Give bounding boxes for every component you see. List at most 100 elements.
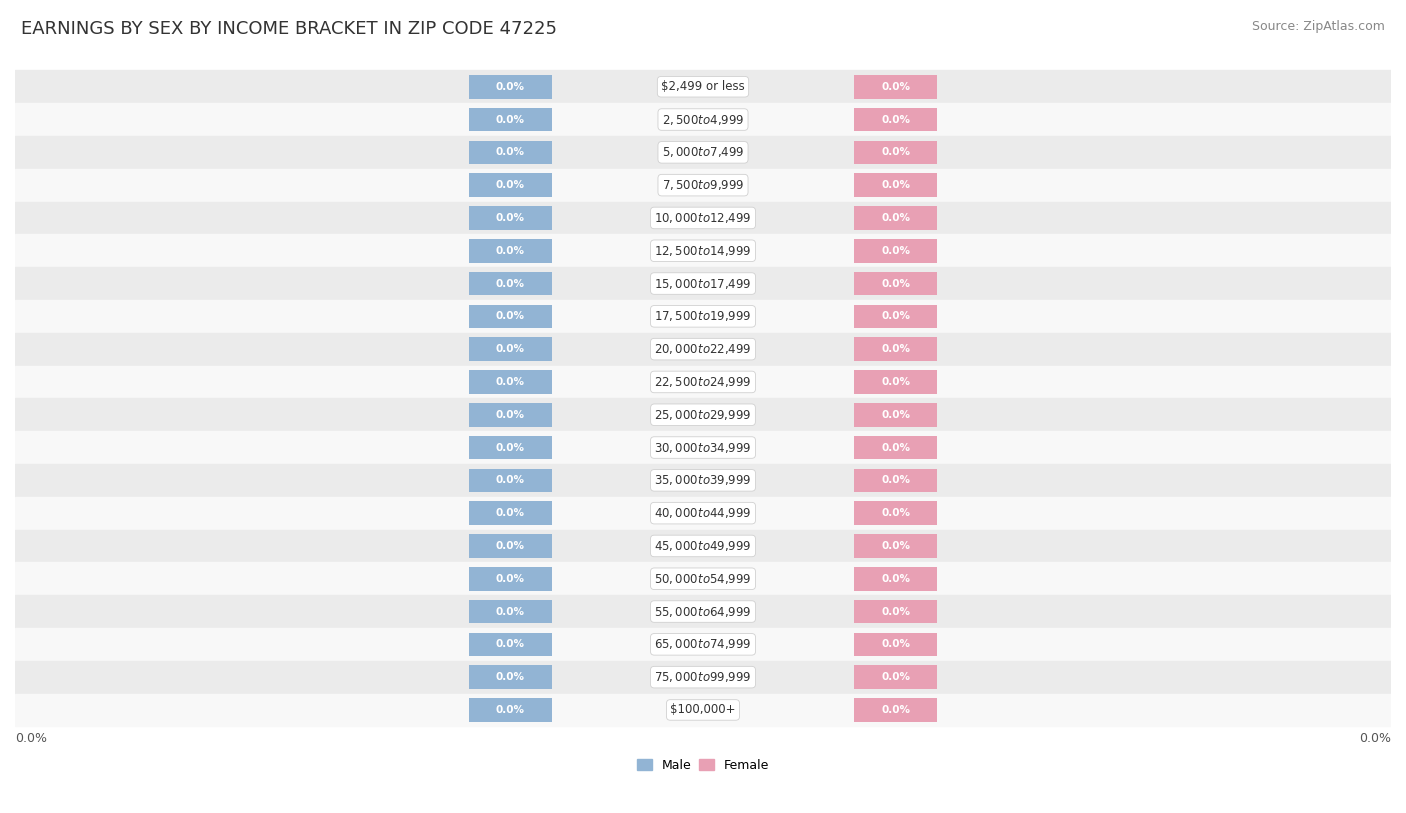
Bar (470, 370, 551, 393)
Bar (470, 207, 551, 230)
Bar (15, 431, 1391, 464)
Bar (15, 398, 1391, 431)
Text: $5,000 to $7,499: $5,000 to $7,499 (662, 146, 744, 159)
Text: 0.0%: 0.0% (496, 147, 524, 158)
Text: 0.0%: 0.0% (882, 147, 910, 158)
Bar (470, 567, 551, 590)
Text: 0.0%: 0.0% (882, 279, 910, 289)
Text: 0.0%: 0.0% (882, 410, 910, 420)
Text: $35,000 to $39,999: $35,000 to $39,999 (654, 473, 752, 487)
Bar (855, 305, 936, 328)
Bar (15, 693, 1391, 726)
Text: 0.0%: 0.0% (15, 733, 46, 746)
Text: 0.0%: 0.0% (882, 574, 910, 584)
Bar (470, 141, 551, 164)
Bar (15, 300, 1391, 333)
Text: 0.0%: 0.0% (882, 82, 910, 92)
Text: 0.0%: 0.0% (882, 344, 910, 354)
Bar (470, 436, 551, 459)
Bar (15, 464, 1391, 497)
Bar (855, 665, 936, 689)
Text: 0.0%: 0.0% (882, 180, 910, 190)
Text: $25,000 to $29,999: $25,000 to $29,999 (654, 408, 752, 422)
Text: $40,000 to $44,999: $40,000 to $44,999 (654, 506, 752, 520)
Text: 0.0%: 0.0% (882, 442, 910, 453)
Text: 0.0%: 0.0% (496, 311, 524, 321)
Bar (15, 267, 1391, 300)
Bar (855, 698, 936, 722)
Bar (855, 108, 936, 132)
Text: $2,500 to $4,999: $2,500 to $4,999 (662, 112, 744, 127)
Text: $15,000 to $17,499: $15,000 to $17,499 (654, 276, 752, 290)
Text: 0.0%: 0.0% (496, 606, 524, 616)
Text: 0.0%: 0.0% (882, 672, 910, 682)
Bar (15, 366, 1391, 398)
Text: 0.0%: 0.0% (496, 705, 524, 715)
Bar (15, 595, 1391, 628)
Text: 0.0%: 0.0% (882, 311, 910, 321)
Text: $75,000 to $99,999: $75,000 to $99,999 (654, 670, 752, 685)
Text: 0.0%: 0.0% (496, 639, 524, 650)
Bar (470, 698, 551, 722)
Bar (855, 567, 936, 590)
Bar (15, 628, 1391, 661)
Bar (470, 108, 551, 132)
Text: 0.0%: 0.0% (496, 476, 524, 485)
Text: $22,500 to $24,999: $22,500 to $24,999 (654, 375, 752, 389)
Text: $45,000 to $49,999: $45,000 to $49,999 (654, 539, 752, 553)
Text: $50,000 to $54,999: $50,000 to $54,999 (654, 572, 752, 585)
Text: 0.0%: 0.0% (882, 476, 910, 485)
Bar (15, 136, 1391, 169)
Bar (15, 497, 1391, 529)
Bar (470, 468, 551, 492)
Text: 0.0%: 0.0% (882, 508, 910, 518)
Bar (15, 71, 1391, 103)
Bar (15, 563, 1391, 595)
Text: 0.0%: 0.0% (496, 115, 524, 124)
Text: 0.0%: 0.0% (496, 344, 524, 354)
Bar (855, 173, 936, 197)
Bar (15, 234, 1391, 267)
Text: 0.0%: 0.0% (496, 180, 524, 190)
Bar (855, 403, 936, 427)
Text: 0.0%: 0.0% (1360, 733, 1391, 746)
Bar (15, 529, 1391, 563)
Bar (855, 207, 936, 230)
Bar (15, 202, 1391, 234)
Bar (470, 403, 551, 427)
Text: $17,500 to $19,999: $17,500 to $19,999 (654, 309, 752, 324)
Text: 0.0%: 0.0% (882, 377, 910, 387)
Bar (470, 600, 551, 624)
Text: 0.0%: 0.0% (882, 606, 910, 616)
Text: 0.0%: 0.0% (496, 213, 524, 223)
Bar (855, 272, 936, 295)
Bar (855, 534, 936, 558)
Legend: Male, Female: Male, Female (631, 754, 775, 777)
Bar (855, 370, 936, 393)
Text: 0.0%: 0.0% (496, 246, 524, 256)
Text: $100,000+: $100,000+ (671, 703, 735, 716)
Text: 0.0%: 0.0% (882, 246, 910, 256)
Bar (855, 468, 936, 492)
Text: 0.0%: 0.0% (496, 541, 524, 551)
Bar (855, 337, 936, 361)
Bar (855, 436, 936, 459)
Text: 0.0%: 0.0% (882, 541, 910, 551)
Bar (470, 633, 551, 656)
Bar (15, 333, 1391, 366)
Text: $2,499 or less: $2,499 or less (661, 80, 745, 93)
Text: 0.0%: 0.0% (496, 377, 524, 387)
Text: 0.0%: 0.0% (882, 115, 910, 124)
Text: 0.0%: 0.0% (496, 574, 524, 584)
Text: 0.0%: 0.0% (496, 442, 524, 453)
Text: 0.0%: 0.0% (496, 672, 524, 682)
Bar (855, 141, 936, 164)
Bar (470, 665, 551, 689)
Bar (470, 305, 551, 328)
Text: EARNINGS BY SEX BY INCOME BRACKET IN ZIP CODE 47225: EARNINGS BY SEX BY INCOME BRACKET IN ZIP… (21, 20, 557, 38)
Text: 0.0%: 0.0% (496, 82, 524, 92)
Bar (855, 75, 936, 98)
Bar (470, 534, 551, 558)
Bar (470, 239, 551, 263)
Bar (15, 661, 1391, 693)
